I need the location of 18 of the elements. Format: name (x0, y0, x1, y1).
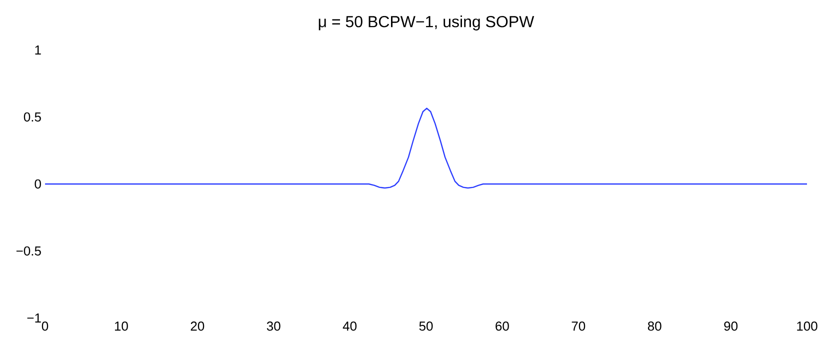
x-tick-label: 90 (724, 322, 738, 331)
x-tick-label: 80 (648, 322, 662, 331)
x-tick-label: 10 (114, 322, 128, 331)
x-tick-label: 50 (419, 322, 433, 331)
x-tick-label: 100 (797, 322, 818, 331)
chart-title: μ = 50 BCPW−1, using SOPW (318, 16, 534, 30)
x-tick-label: 30 (266, 322, 280, 331)
x-tick-label: 40 (342, 322, 357, 331)
y-tick-label: −0.5 (16, 246, 41, 256)
y-tick-label: 0 (34, 179, 41, 189)
y-tick-label: 0.5 (24, 112, 41, 122)
x-tick-label: 70 (572, 322, 586, 331)
x-tick-label: 60 (496, 322, 509, 331)
x-tick-label: 0 (42, 322, 48, 331)
y-tick-label: 1 (35, 46, 41, 54)
line-series (45, 108, 807, 189)
y-tick-label: −1 (27, 314, 41, 322)
x-tick-label: 20 (190, 322, 204, 331)
